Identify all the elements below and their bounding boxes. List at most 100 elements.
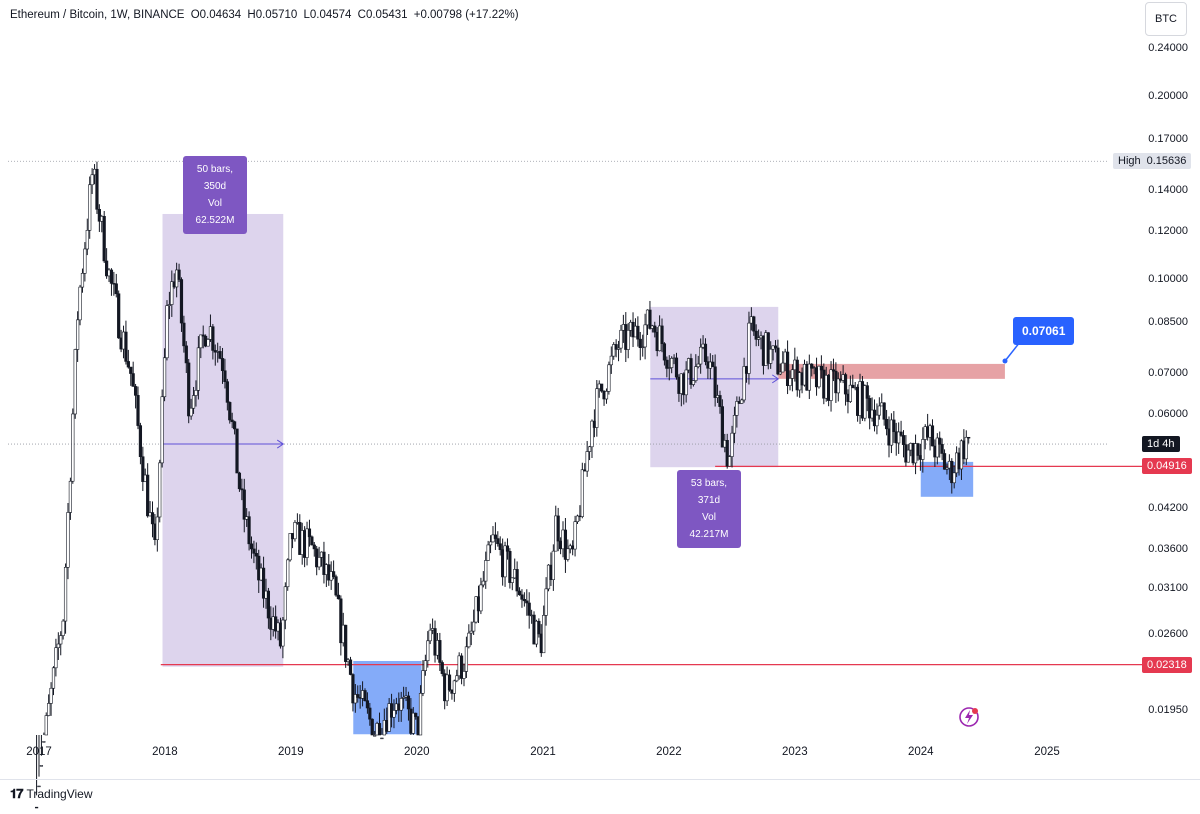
- candle-body: [73, 349, 77, 415]
- symbol-name[interactable]: Ethereum / Bitcoin, 1W, BINANCE: [10, 9, 185, 21]
- time-tick-label: 2017: [26, 746, 52, 758]
- candle-body: [131, 373, 135, 387]
- candle-body: [604, 391, 609, 400]
- measure-label-2[interactable]: 53 bars, 371d Vol 42.217M: [677, 470, 741, 548]
- price-axis[interactable]: 0.24000 0.20000 0.17000 0.14000 0.12000 0.100…: [1108, 0, 1200, 780]
- candle-body: [368, 707, 372, 720]
- candle-body: [421, 670, 425, 694]
- candle-body: [56, 643, 60, 649]
- candle-body: [42, 741, 46, 743]
- candle-body: [942, 453, 947, 470]
- ohlc-change: +0.00798 (+17.22%): [413, 9, 519, 21]
- candle-body: [235, 428, 239, 474]
- candle-body: [406, 695, 411, 710]
- candle-body: [428, 629, 432, 642]
- candle-body: [515, 569, 519, 592]
- candle-body: [305, 528, 309, 558]
- candle-body: [875, 414, 879, 427]
- candle-body: [575, 515, 580, 523]
- measure-label-1[interactable]: 50 bars, 350d Vol 62.522M: [183, 156, 247, 234]
- symbol-legend: Ethereum / Bitcoin, 1W, BINANCE O0.04634…: [10, 9, 522, 21]
- candle-body: [191, 395, 196, 409]
- measure-2-volume: Vol 42.217M: [689, 512, 729, 540]
- price-tick-label: 0.02600: [1148, 628, 1188, 641]
- candle-body: [684, 369, 688, 396]
- candle-body: [158, 462, 162, 518]
- candle-body: [423, 660, 427, 671]
- candle-body: [503, 545, 507, 578]
- candle-body: [286, 559, 290, 588]
- candle-body: [109, 269, 114, 284]
- candle-body: [76, 319, 80, 350]
- price-tick-label: 0.12000: [1148, 225, 1188, 237]
- candle-body: [182, 322, 186, 347]
- candle-body: [725, 440, 729, 467]
- measure-arrow: [771, 374, 780, 384]
- candle-body: [141, 456, 145, 482]
- price-tick-label: 0.14000: [1148, 184, 1188, 197]
- ohlc-open: O0.04634: [190, 9, 242, 21]
- candle-body: [754, 330, 758, 340]
- candle-body: [90, 174, 94, 186]
- candle-body: [964, 436, 968, 460]
- candle-body: [136, 395, 140, 426]
- callout-pointer: [1004, 341, 1021, 362]
- candle-body: [201, 334, 205, 337]
- candle-body: [817, 365, 821, 388]
- candle-body: [665, 359, 669, 369]
- candle-body: [901, 435, 906, 445]
- candle-body: [916, 443, 920, 456]
- candle-body: [97, 209, 101, 222]
- candle-body: [373, 735, 377, 737]
- candle-body: [720, 406, 724, 448]
- candle-body: [339, 598, 343, 644]
- candle-body: [836, 378, 840, 394]
- candle-body: [467, 632, 471, 648]
- candle-body: [807, 363, 811, 391]
- candle-body: [71, 413, 75, 482]
- candle-body: [220, 358, 225, 372]
- time-tick-label: 2021: [530, 746, 556, 758]
- candle-body: [133, 386, 138, 396]
- candle-body: [595, 388, 599, 428]
- candle-body: [638, 338, 642, 349]
- candle-body: [117, 293, 121, 339]
- candle-body: [892, 419, 896, 433]
- candle-body: [146, 474, 150, 517]
- time-tick-label: 2019: [278, 746, 304, 758]
- candle-body: [930, 425, 935, 447]
- flash-icon[interactable]: [958, 706, 980, 728]
- candle-body: [370, 718, 374, 736]
- candle-body: [39, 765, 44, 767]
- candle-body: [230, 419, 234, 422]
- currency-button[interactable]: BTC: [1145, 2, 1187, 36]
- candle-body: [843, 374, 848, 395]
- candle-body: [773, 345, 778, 349]
- candle-body: [155, 516, 159, 540]
- candle-body: [757, 337, 761, 340]
- brand-logo[interactable]: 𝟏𝟕 TradingView: [10, 786, 93, 802]
- candle-body: [612, 344, 616, 357]
- price-tick-label: 0.20000: [1148, 90, 1188, 103]
- candle-body: [718, 395, 722, 407]
- candle-body: [54, 647, 58, 669]
- candle-body: [897, 431, 901, 444]
- candle-body: [889, 419, 894, 446]
- price-tick-label: 0.17000: [1148, 133, 1188, 146]
- candle-body: [126, 361, 130, 368]
- candle-body: [517, 590, 522, 596]
- candle-body: [232, 421, 237, 430]
- candle-body: [728, 456, 732, 467]
- candle-body: [785, 351, 790, 387]
- time-tick-label: 2022: [656, 746, 682, 758]
- price-callout[interactable]: 0.07061: [1013, 317, 1075, 345]
- candle-body: [776, 347, 780, 375]
- candle-body: [769, 348, 773, 364]
- candle-body: [312, 544, 316, 550]
- candle-body: [810, 363, 814, 369]
- candle-body: [967, 436, 971, 439]
- candle-body: [590, 420, 594, 448]
- candle-body: [254, 553, 258, 557]
